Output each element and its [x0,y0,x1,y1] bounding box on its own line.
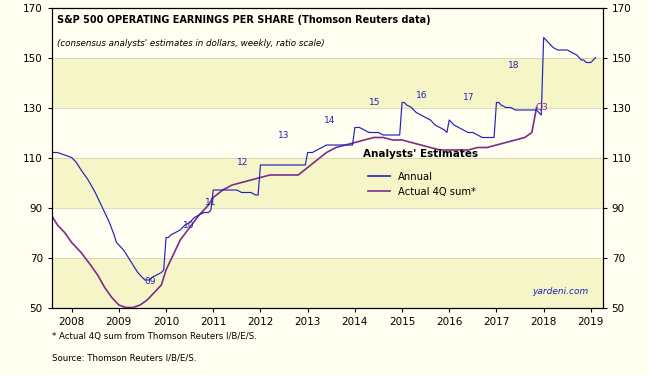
Legend: Annual, Actual 4Q sum*: Annual, Actual 4Q sum* [368,171,476,196]
Text: 14: 14 [324,116,336,124]
Bar [52,108,603,158]
Bar [52,158,603,207]
Text: 18: 18 [508,60,520,69]
Text: 09: 09 [145,277,156,286]
Text: S&P 500 OPERATING EARNINGS PER SHARE (Thomson Reuters data): S&P 500 OPERATING EARNINGS PER SHARE (Th… [58,15,431,25]
Text: 11: 11 [205,198,216,207]
Text: 10: 10 [183,220,194,230]
Text: Analysts' Estimates: Analysts' Estimates [363,148,478,159]
Bar [52,8,603,57]
Text: 12: 12 [237,158,248,167]
Text: 17: 17 [463,93,475,102]
Text: yardeni.com: yardeni.com [533,286,589,296]
Bar [52,57,603,108]
Text: Q3: Q3 [535,103,548,112]
Text: (consensus analysts' estimates in dollars, weekly, ratio scale): (consensus analysts' estimates in dollar… [58,39,325,48]
Text: 16: 16 [416,90,428,99]
Text: 13: 13 [279,130,290,140]
Bar [52,207,603,258]
Text: * Actual 4Q sum from Thomson Reuters I/B/E/S.: * Actual 4Q sum from Thomson Reuters I/B… [52,332,257,341]
Bar [52,258,603,307]
Text: Source: Thomson Reuters I/B/E/S.: Source: Thomson Reuters I/B/E/S. [52,354,196,363]
Text: 15: 15 [369,98,380,107]
